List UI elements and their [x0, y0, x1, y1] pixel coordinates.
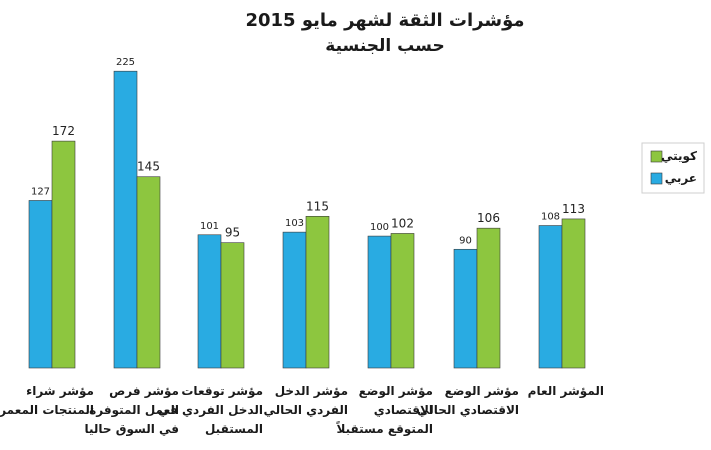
data-label-kuwaiti-6: 113 [562, 202, 585, 216]
bar-kuwaiti-3 [305, 215, 330, 369]
category-label-2: مؤشر توقعات الدخل الفردي في المستقبل [158, 384, 263, 436]
data-label-kuwaiti-5: 106 [477, 211, 500, 225]
data-label-arabi-4: 100 [370, 222, 389, 233]
bar-kuwaiti-2 [220, 242, 245, 369]
data-label-kuwaiti-1: 145 [137, 160, 160, 174]
data-label-kuwaiti-2: 95 [225, 226, 240, 240]
data-label-arabi-5: 90 [459, 235, 472, 246]
category-label-4: مؤشر الوضع الاقتصادي المتوقع مستقبلاً [336, 384, 433, 437]
data-label-arabi-1: 225 [116, 57, 135, 68]
bar-arabi-4 [367, 235, 392, 369]
bar-arabi-2 [197, 234, 222, 369]
bar-arabi-3 [282, 231, 307, 369]
bar-arabi-5 [453, 248, 478, 369]
legend-label-kuwaiti: كويتي [661, 149, 697, 164]
bar-kuwaiti-1 [136, 176, 161, 369]
category-label-6: المؤشر العام [528, 384, 604, 399]
legend-label-arabi: عربي [665, 171, 697, 185]
legend-swatch-kuwaiti [650, 150, 663, 163]
bar-arabi-0 [28, 200, 53, 369]
category-label-0: مؤشر شراء المنتجات المعمرة [0, 384, 94, 417]
data-label-kuwaiti-4: 102 [391, 216, 414, 230]
category-label-1: مؤشر فرص العمل المتوفرة في السوق حاليا [85, 384, 180, 437]
legend-box [641, 142, 705, 194]
legend: كويتي عربي [641, 142, 705, 194]
data-label-kuwaiti-3: 115 [306, 199, 329, 213]
data-label-kuwaiti-0: 172 [52, 124, 75, 138]
bar-kuwaiti-6 [561, 218, 586, 369]
legend-swatch-arabi [650, 172, 663, 185]
data-label-arabi-3: 103 [285, 218, 304, 229]
data-label-arabi-0: 127 [31, 186, 50, 197]
data-label-arabi-6: 108 [541, 212, 560, 223]
bar-kuwaiti-4 [390, 233, 415, 369]
category-label-3: مؤشر الدخل الفردي الحالي [264, 384, 348, 417]
chart-subtitle: حسب الجنسية [325, 36, 445, 56]
chart-title: مؤشرات الثقة لشهر مايو 2015 [245, 10, 525, 31]
category-label-5: مؤشر الوضع الاقتصادي الحالي [417, 384, 519, 417]
bar-kuwaiti-0 [51, 140, 76, 369]
bar-arabi-6 [538, 225, 563, 369]
bar-kuwaiti-5 [476, 227, 501, 369]
data-label-arabi-2: 101 [200, 221, 219, 232]
bar-arabi-1 [113, 70, 138, 369]
